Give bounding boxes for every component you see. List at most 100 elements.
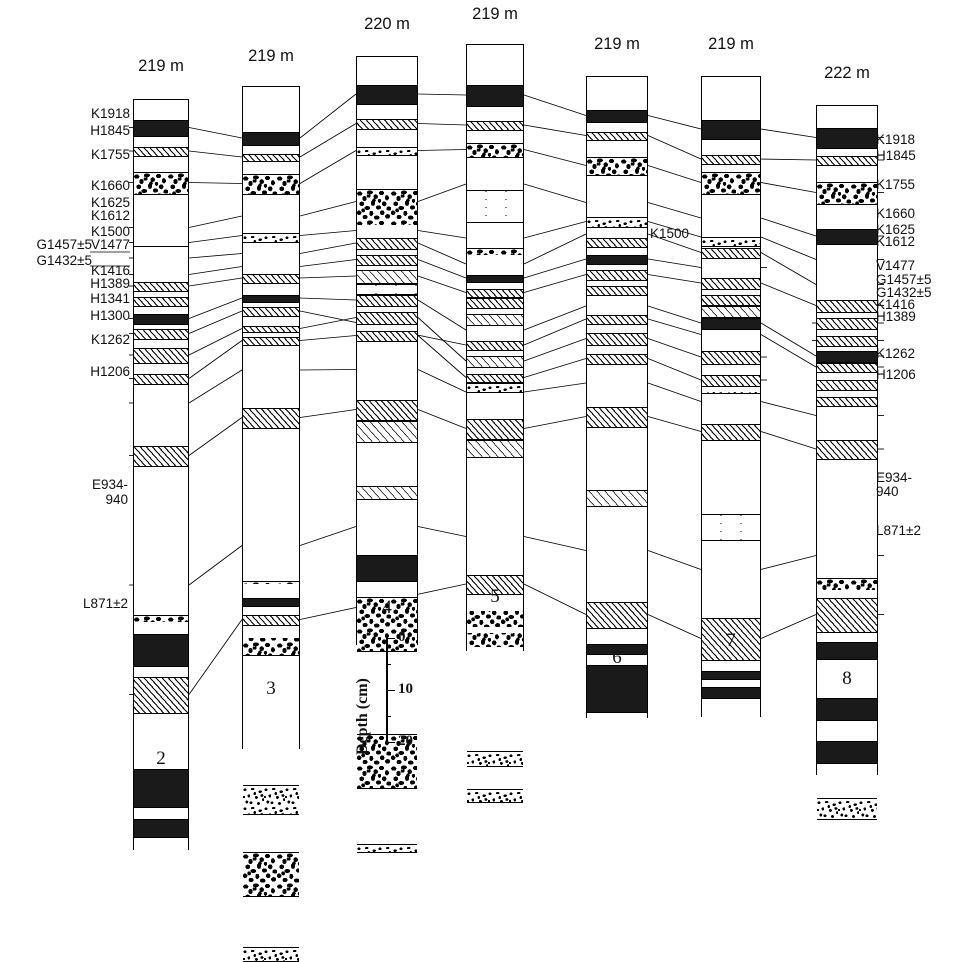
bed-layer [467, 298, 523, 309]
bed-layer [357, 844, 417, 853]
bed-layer [467, 283, 523, 289]
marker-label-right-K1918: K1918 [876, 132, 916, 147]
bed-layer [702, 671, 760, 680]
marker-label-left-H1300: H1300 [90, 308, 130, 323]
bed-layer [817, 380, 877, 391]
column-number-8: 8 [842, 668, 852, 689]
bed-layer-H1206 [134, 446, 188, 467]
bed-layer [587, 325, 647, 333]
bed-layer [587, 713, 647, 719]
bed-layer [357, 342, 417, 349]
bed-layer [587, 265, 647, 270]
core-column-4[interactable] [356, 56, 418, 853]
bed-layer [817, 642, 877, 660]
bed-layer [702, 77, 760, 120]
bed-layer [817, 106, 877, 128]
core-column-6[interactable] [586, 76, 648, 719]
marker-label-left-H1341: H1341 [90, 291, 130, 306]
column-elevation-5: 219 m [472, 5, 518, 23]
bed-layer [817, 407, 877, 411]
bed-layer [587, 209, 647, 213]
bed-layer [243, 598, 299, 607]
core-column-2[interactable] [133, 99, 189, 851]
bed-layer-H1389 [817, 363, 877, 373]
bed-layer [467, 336, 523, 341]
bed-layer [467, 751, 523, 767]
bed-layer [817, 149, 877, 156]
bed-layer-K1660 [587, 217, 647, 228]
bed-layer [134, 634, 188, 667]
bed-layer-H1341 [134, 348, 188, 364]
bed-layer [817, 166, 877, 182]
depth-tick-5 [386, 664, 391, 665]
bed-layer [467, 627, 523, 633]
depth-tick-20 [386, 742, 395, 743]
date-label-left-G14575: G1457±5 [36, 237, 92, 252]
marker-label-right-H1845: H1845 [876, 148, 916, 163]
core-column-5[interactable] [466, 44, 524, 803]
depth-scale-title: Depth (cm) [354, 678, 371, 755]
bed-layer [817, 245, 877, 250]
bed-layer [134, 157, 188, 172]
bed-layer-L8712 [702, 618, 760, 661]
bed-layer [243, 303, 299, 307]
bed-layer-V1477 [587, 270, 647, 281]
bed-layer [134, 307, 188, 314]
bed-layer-H1300 [702, 375, 760, 387]
bed-layer-K1918 [134, 120, 188, 137]
marker-label-right-K1262: K1262 [876, 346, 916, 361]
bed-layer-V1477 [134, 282, 188, 292]
bed-layer-K1416 [134, 314, 188, 325]
unit-label-left-E934: E934- [91, 477, 128, 492]
bed-layer [702, 165, 760, 172]
bed-layer-H1389 [243, 307, 299, 317]
bed-layer [134, 714, 188, 769]
bed-layer [817, 373, 877, 380]
bed-layer-K1755 [243, 174, 299, 195]
bed-layer [134, 414, 188, 446]
bed-layer-V1477 [467, 289, 523, 298]
unit-label-right-E934: E934- [876, 470, 913, 485]
bed-layer-H1206 [243, 408, 299, 429]
marker-label-left-K1416: K1416 [90, 263, 130, 278]
bed-layer [817, 721, 877, 741]
marker-label-right-K1612: K1612 [876, 234, 916, 249]
bed-layer [134, 364, 188, 374]
bed-layer [243, 852, 299, 897]
bed-layer-K1500 [243, 261, 299, 274]
bed-layer-K1500 [134, 269, 188, 282]
column-elevation-8: 222 m [824, 64, 870, 82]
bed-layer [467, 647, 523, 652]
marker-label-right-K1416: K1416 [876, 297, 916, 312]
bed-layer [702, 306, 760, 318]
bed-layer [357, 266, 417, 270]
bed-layer [817, 205, 877, 229]
bed-layer-K1416 [467, 383, 523, 393]
bed-layer [243, 146, 299, 154]
bed-layer-H1341 [243, 326, 299, 333]
bed-layer-K1625 [357, 225, 417, 238]
bed-layer [817, 347, 877, 351]
core-column-8[interactable] [816, 105, 878, 820]
bed-layer [702, 365, 760, 375]
bed-layer-H1300 [587, 354, 647, 365]
bed-layer [243, 429, 299, 509]
core-column-7[interactable] [701, 76, 761, 718]
bed-layer [467, 458, 523, 511]
bed-layer [357, 325, 417, 331]
marker-label-left-K1660: K1660 [90, 178, 130, 193]
bed-layer [467, 309, 523, 314]
bed-layer [587, 77, 647, 110]
bed-layer [467, 107, 523, 121]
bed-layer-H1845 [134, 147, 188, 157]
bed-layer [587, 490, 647, 507]
marker-label-left-V1477: V1477 [90, 237, 130, 252]
core-column-3[interactable] [242, 86, 300, 962]
bed-layer [467, 190, 523, 223]
bed-layer-K1660 [243, 233, 299, 243]
bed-layer [467, 564, 523, 575]
bed-layer [817, 330, 877, 336]
bed-layer [702, 290, 760, 295]
bed-layer-K1500 [357, 255, 417, 266]
bed-layer-H1206 [702, 424, 760, 441]
